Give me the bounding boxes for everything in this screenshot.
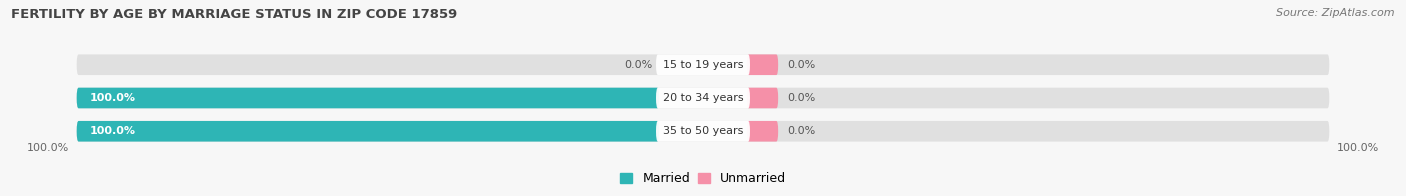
FancyBboxPatch shape bbox=[77, 121, 1329, 142]
Text: 0.0%: 0.0% bbox=[787, 93, 815, 103]
Legend: Married, Unmarried: Married, Unmarried bbox=[620, 172, 786, 185]
Text: 100.0%: 100.0% bbox=[1337, 143, 1379, 153]
Text: FERTILITY BY AGE BY MARRIAGE STATUS IN ZIP CODE 17859: FERTILITY BY AGE BY MARRIAGE STATUS IN Z… bbox=[11, 8, 457, 21]
FancyBboxPatch shape bbox=[747, 88, 778, 108]
FancyBboxPatch shape bbox=[77, 88, 659, 108]
FancyBboxPatch shape bbox=[77, 88, 1329, 108]
Text: 0.0%: 0.0% bbox=[787, 60, 815, 70]
FancyBboxPatch shape bbox=[747, 121, 778, 142]
FancyBboxPatch shape bbox=[77, 54, 1329, 75]
FancyBboxPatch shape bbox=[657, 88, 749, 108]
Text: 35 to 50 years: 35 to 50 years bbox=[662, 126, 744, 136]
FancyBboxPatch shape bbox=[747, 54, 778, 75]
FancyBboxPatch shape bbox=[77, 121, 659, 142]
Text: Source: ZipAtlas.com: Source: ZipAtlas.com bbox=[1277, 8, 1395, 18]
Text: 0.0%: 0.0% bbox=[787, 126, 815, 136]
Text: 0.0%: 0.0% bbox=[624, 60, 652, 70]
Text: 100.0%: 100.0% bbox=[89, 93, 135, 103]
FancyBboxPatch shape bbox=[657, 121, 749, 142]
Text: 15 to 19 years: 15 to 19 years bbox=[662, 60, 744, 70]
Text: 100.0%: 100.0% bbox=[27, 143, 69, 153]
FancyBboxPatch shape bbox=[657, 54, 749, 75]
Text: 20 to 34 years: 20 to 34 years bbox=[662, 93, 744, 103]
Text: 100.0%: 100.0% bbox=[89, 126, 135, 136]
